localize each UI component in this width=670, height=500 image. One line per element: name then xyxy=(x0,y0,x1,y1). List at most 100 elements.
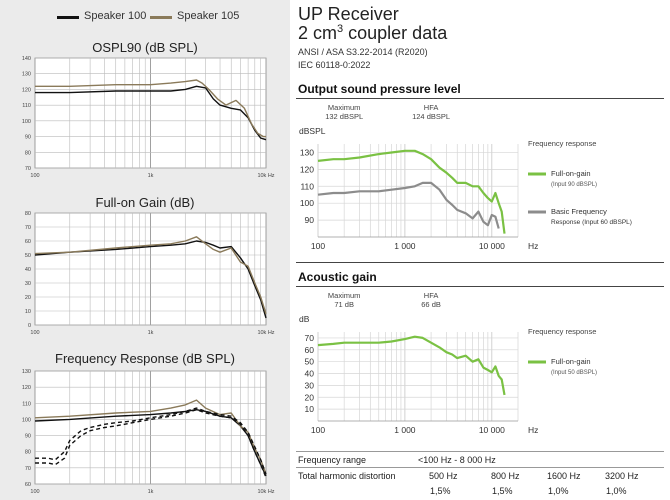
x-tick-label: 100 xyxy=(30,330,39,336)
output-spl-chart: 130 120 110 100 90 dBSPL 100 1 000 10 000 Hz Maxim… xyxy=(299,103,632,251)
y-tick-label: 130 xyxy=(22,72,31,78)
y-tick-label: 80 xyxy=(25,150,31,156)
subtitle-text: 2 cm xyxy=(298,23,338,43)
series-line-1 xyxy=(34,240,267,319)
table-divider-mid xyxy=(296,467,664,468)
legend-label: Basic Frequency xyxy=(551,207,607,216)
y-axis-label: dB xyxy=(299,314,310,324)
datasheet-subtitle: 2 cm3 coupler data xyxy=(298,23,447,44)
legend-label-speaker-105: Speaker 105 xyxy=(177,10,240,22)
y-tick-label: 0 xyxy=(28,323,31,329)
y-tick-label: 120 xyxy=(22,385,31,391)
y-tick-label: 100 xyxy=(22,119,31,125)
series-line-3 xyxy=(35,409,267,478)
legend-label: Full-on-gain xyxy=(551,169,591,178)
x-tick-label: 1k xyxy=(148,489,154,495)
x-tick-label: 100 xyxy=(311,241,325,251)
annotation-line1: HFA xyxy=(424,103,439,112)
frequency-response-chart: 60 70 80 90 100 110 120 130 100 1k 10k Hz xyxy=(22,369,275,495)
legend-note: (Input 50 dBSPL) xyxy=(551,370,597,376)
thd-col-500: 500 Hz xyxy=(429,471,458,481)
freq-range-label: Frequency range xyxy=(298,455,367,465)
y-tick-label: 40 xyxy=(305,369,315,379)
full-on-gain-chart-title: Full-on Gain (dB) xyxy=(95,195,195,210)
y-tick-label: 70 xyxy=(25,166,31,172)
subtitle-superscript: 3 xyxy=(337,23,344,35)
y-tick-label: 90 xyxy=(305,215,315,225)
series-line-2 xyxy=(34,236,267,315)
datasheet-title: UP Receiver xyxy=(298,4,399,24)
gain-section-title: Acoustic gain xyxy=(298,270,377,284)
x-tick-label: 10k Hz xyxy=(257,173,274,179)
thd-col-1600: 1600 Hz xyxy=(547,471,581,481)
ospl-section-divider xyxy=(296,98,664,99)
x-tick-label: 100 xyxy=(311,425,325,435)
series-line-1 xyxy=(34,409,267,477)
y-tick-label: 10 xyxy=(25,309,31,315)
legend-swatch-speaker-100 xyxy=(57,16,79,19)
standard-iec: IEC 60118-0:2022 xyxy=(298,60,371,70)
annotation-line2: 132 dBSPL xyxy=(325,112,363,121)
x-tick-label: 1 000 xyxy=(394,425,416,435)
y-tick-label: 50 xyxy=(25,253,31,259)
legend-label-speaker-100: Speaker 100 xyxy=(84,10,147,22)
freq-range-value: <100 Hz - 8 000 Hz xyxy=(418,455,496,465)
y-tick-label: 130 xyxy=(22,369,31,375)
thd-val-1600: 1,0% xyxy=(548,486,569,496)
x-unit-label: Hz xyxy=(528,425,538,435)
x-tick-label: 10 000 xyxy=(479,425,505,435)
annotation-line2: 124 dBSPL xyxy=(412,112,450,121)
y-tick-label: 30 xyxy=(25,281,31,287)
y-tick-label: 130 xyxy=(300,147,314,157)
legend-title: Frequency response xyxy=(528,327,596,336)
legend-note: (Input 90 dBSPL) xyxy=(551,182,597,188)
gain-section-divider-top xyxy=(296,262,664,263)
annotation-line2: 66 dB xyxy=(421,300,441,309)
annotation-line1: HFA xyxy=(424,291,439,300)
y-tick-label: 110 xyxy=(22,401,31,407)
y-tick-label: 120 xyxy=(300,164,314,174)
full-on-gain-chart: 0 10 20 30 40 50 60 70 80 100 1k 10k Hz xyxy=(25,211,275,336)
y-tick-label: 20 xyxy=(305,392,315,402)
annotation-line1: Maximum xyxy=(328,103,361,112)
thd-val-3200: 1,0% xyxy=(606,486,627,496)
y-tick-label: 60 xyxy=(305,345,315,355)
y-tick-label: 30 xyxy=(305,380,315,390)
y-tick-label: 20 xyxy=(25,295,31,301)
annotation-line2: 71 dB xyxy=(334,300,354,309)
y-tick-label: 90 xyxy=(25,434,31,440)
x-tick-label: 100 xyxy=(30,489,39,495)
ospl90-chart: 70 80 90 100 110 120 130 140 100 1k 10k Hz xyxy=(22,56,275,179)
thd-col-3200: 3200 Hz xyxy=(605,471,639,481)
y-tick-label: 140 xyxy=(22,56,31,62)
thd-val-500: 1,5% xyxy=(430,486,451,496)
table-divider-top xyxy=(296,451,664,452)
series-line-1 xyxy=(317,149,506,234)
y-axis-label: dBSPL xyxy=(299,126,326,136)
gain-section-divider xyxy=(296,286,664,287)
y-tick-label: 70 xyxy=(25,225,31,231)
series-line-2 xyxy=(35,79,266,138)
y-tick-label: 70 xyxy=(305,333,315,343)
y-tick-label: 50 xyxy=(305,357,315,367)
x-tick-label: 10k Hz xyxy=(257,489,274,495)
y-tick-label: 90 xyxy=(25,135,31,141)
thd-label: Total harmonic distortion xyxy=(298,471,396,481)
x-tick-label: 10k Hz xyxy=(257,330,274,336)
y-tick-label: 70 xyxy=(25,466,31,472)
legend-label-cont: Response (Input 60 dBSPL) xyxy=(551,219,632,226)
x-tick-label: 10 000 xyxy=(479,241,505,251)
subtitle-text-rest: coupler data xyxy=(343,23,448,43)
y-tick-label: 10 xyxy=(305,404,315,414)
thd-col-800: 800 Hz xyxy=(491,471,520,481)
y-tick-label: 110 xyxy=(300,181,314,191)
series-line-4 xyxy=(35,407,267,475)
ospl-section-title: Output sound pressure level xyxy=(298,82,461,96)
y-tick-label: 60 xyxy=(25,482,31,488)
legend-swatch-speaker-105 xyxy=(150,16,172,19)
legend-label: Full-on-gain xyxy=(551,357,591,366)
y-tick-label: 100 xyxy=(22,417,31,423)
x-tick-label: 100 xyxy=(30,173,39,179)
series-line-2 xyxy=(317,181,500,229)
